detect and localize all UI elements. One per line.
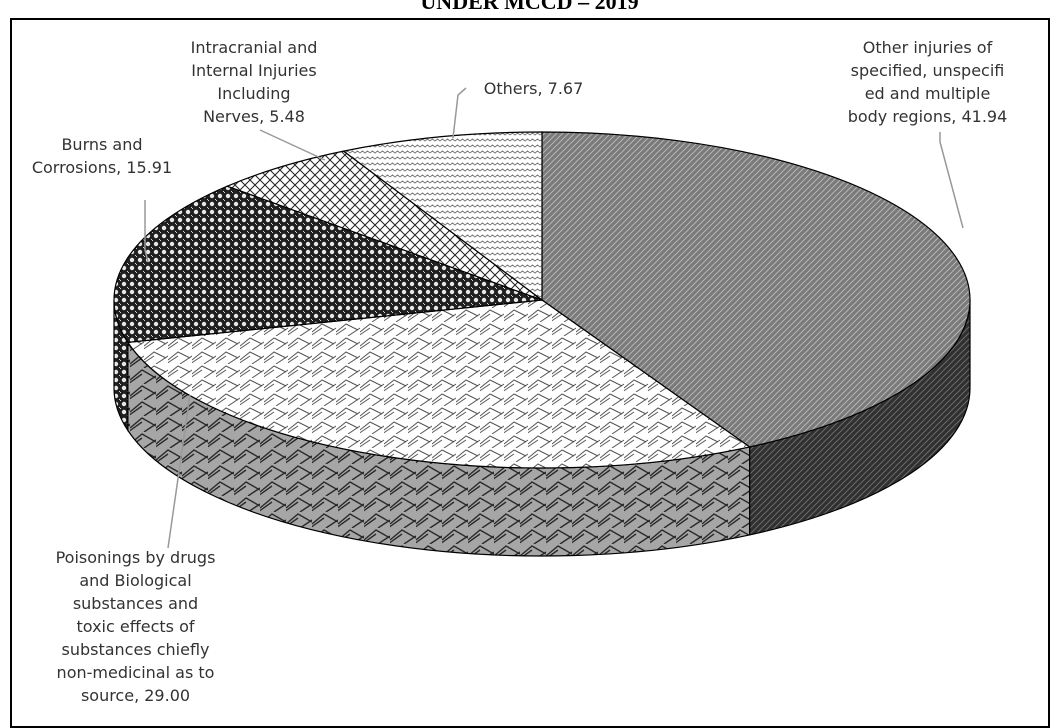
slice-label-line: substances and xyxy=(72,594,199,613)
slice-label-line: source, 29.00 xyxy=(80,686,191,705)
slice-label-burns: Burns and Corrosions, 15.91 xyxy=(12,133,192,179)
chart-title: UNDER MCCD – 2019 xyxy=(420,0,639,14)
slice-label-line: toxic effects of xyxy=(76,617,195,636)
slice-label-line: Burns and xyxy=(61,135,143,154)
slice-label-line: Poisonings by drugs xyxy=(55,548,216,567)
slice-other-injuries xyxy=(541,131,971,448)
slice-label-line: and Biological xyxy=(79,571,192,590)
leader-line xyxy=(939,132,964,229)
slice-label-line: Others, 7.67 xyxy=(483,79,584,98)
slice-label-line: Other injuries of xyxy=(862,38,993,57)
slice-label-others: Others, 7.67 xyxy=(466,77,601,100)
leader-lines xyxy=(144,87,964,549)
slice-others xyxy=(342,131,543,302)
pie-slices xyxy=(113,131,971,469)
slice-label-line: specified, unspecifi xyxy=(850,61,1005,80)
slice-intracranial xyxy=(225,150,543,301)
slice-burns xyxy=(113,185,543,344)
slice-label-line: Corrosions, 15.91 xyxy=(31,158,173,177)
slice-label-other-injuries: Other injuries of specified, unspecifi ed … xyxy=(820,36,1035,128)
slice-label-line: ed and multiple xyxy=(864,84,991,103)
slice-label-line: substances chiefly xyxy=(61,640,210,659)
leader-line xyxy=(452,87,467,139)
slice-label-line: body regions, 41.94 xyxy=(847,107,1008,126)
leader-line xyxy=(167,394,191,549)
slice-poisonings xyxy=(126,299,752,469)
slice-label-line: Including xyxy=(217,84,291,103)
leader-line xyxy=(259,129,326,161)
slice-label-intracranial: Intracranial and Internal Injuries Includi… xyxy=(164,36,344,128)
slice-label-line: Nerves, 5.48 xyxy=(203,107,305,126)
slice-label-line: Internal Injuries xyxy=(191,61,317,80)
slice-label-poisonings: Poisonings by drugs and Biological substan… xyxy=(28,546,243,707)
slice-label-line: non-medicinal as to xyxy=(56,663,215,682)
leader-line xyxy=(144,200,149,263)
slice-label-line: Intracranial and xyxy=(190,38,318,57)
